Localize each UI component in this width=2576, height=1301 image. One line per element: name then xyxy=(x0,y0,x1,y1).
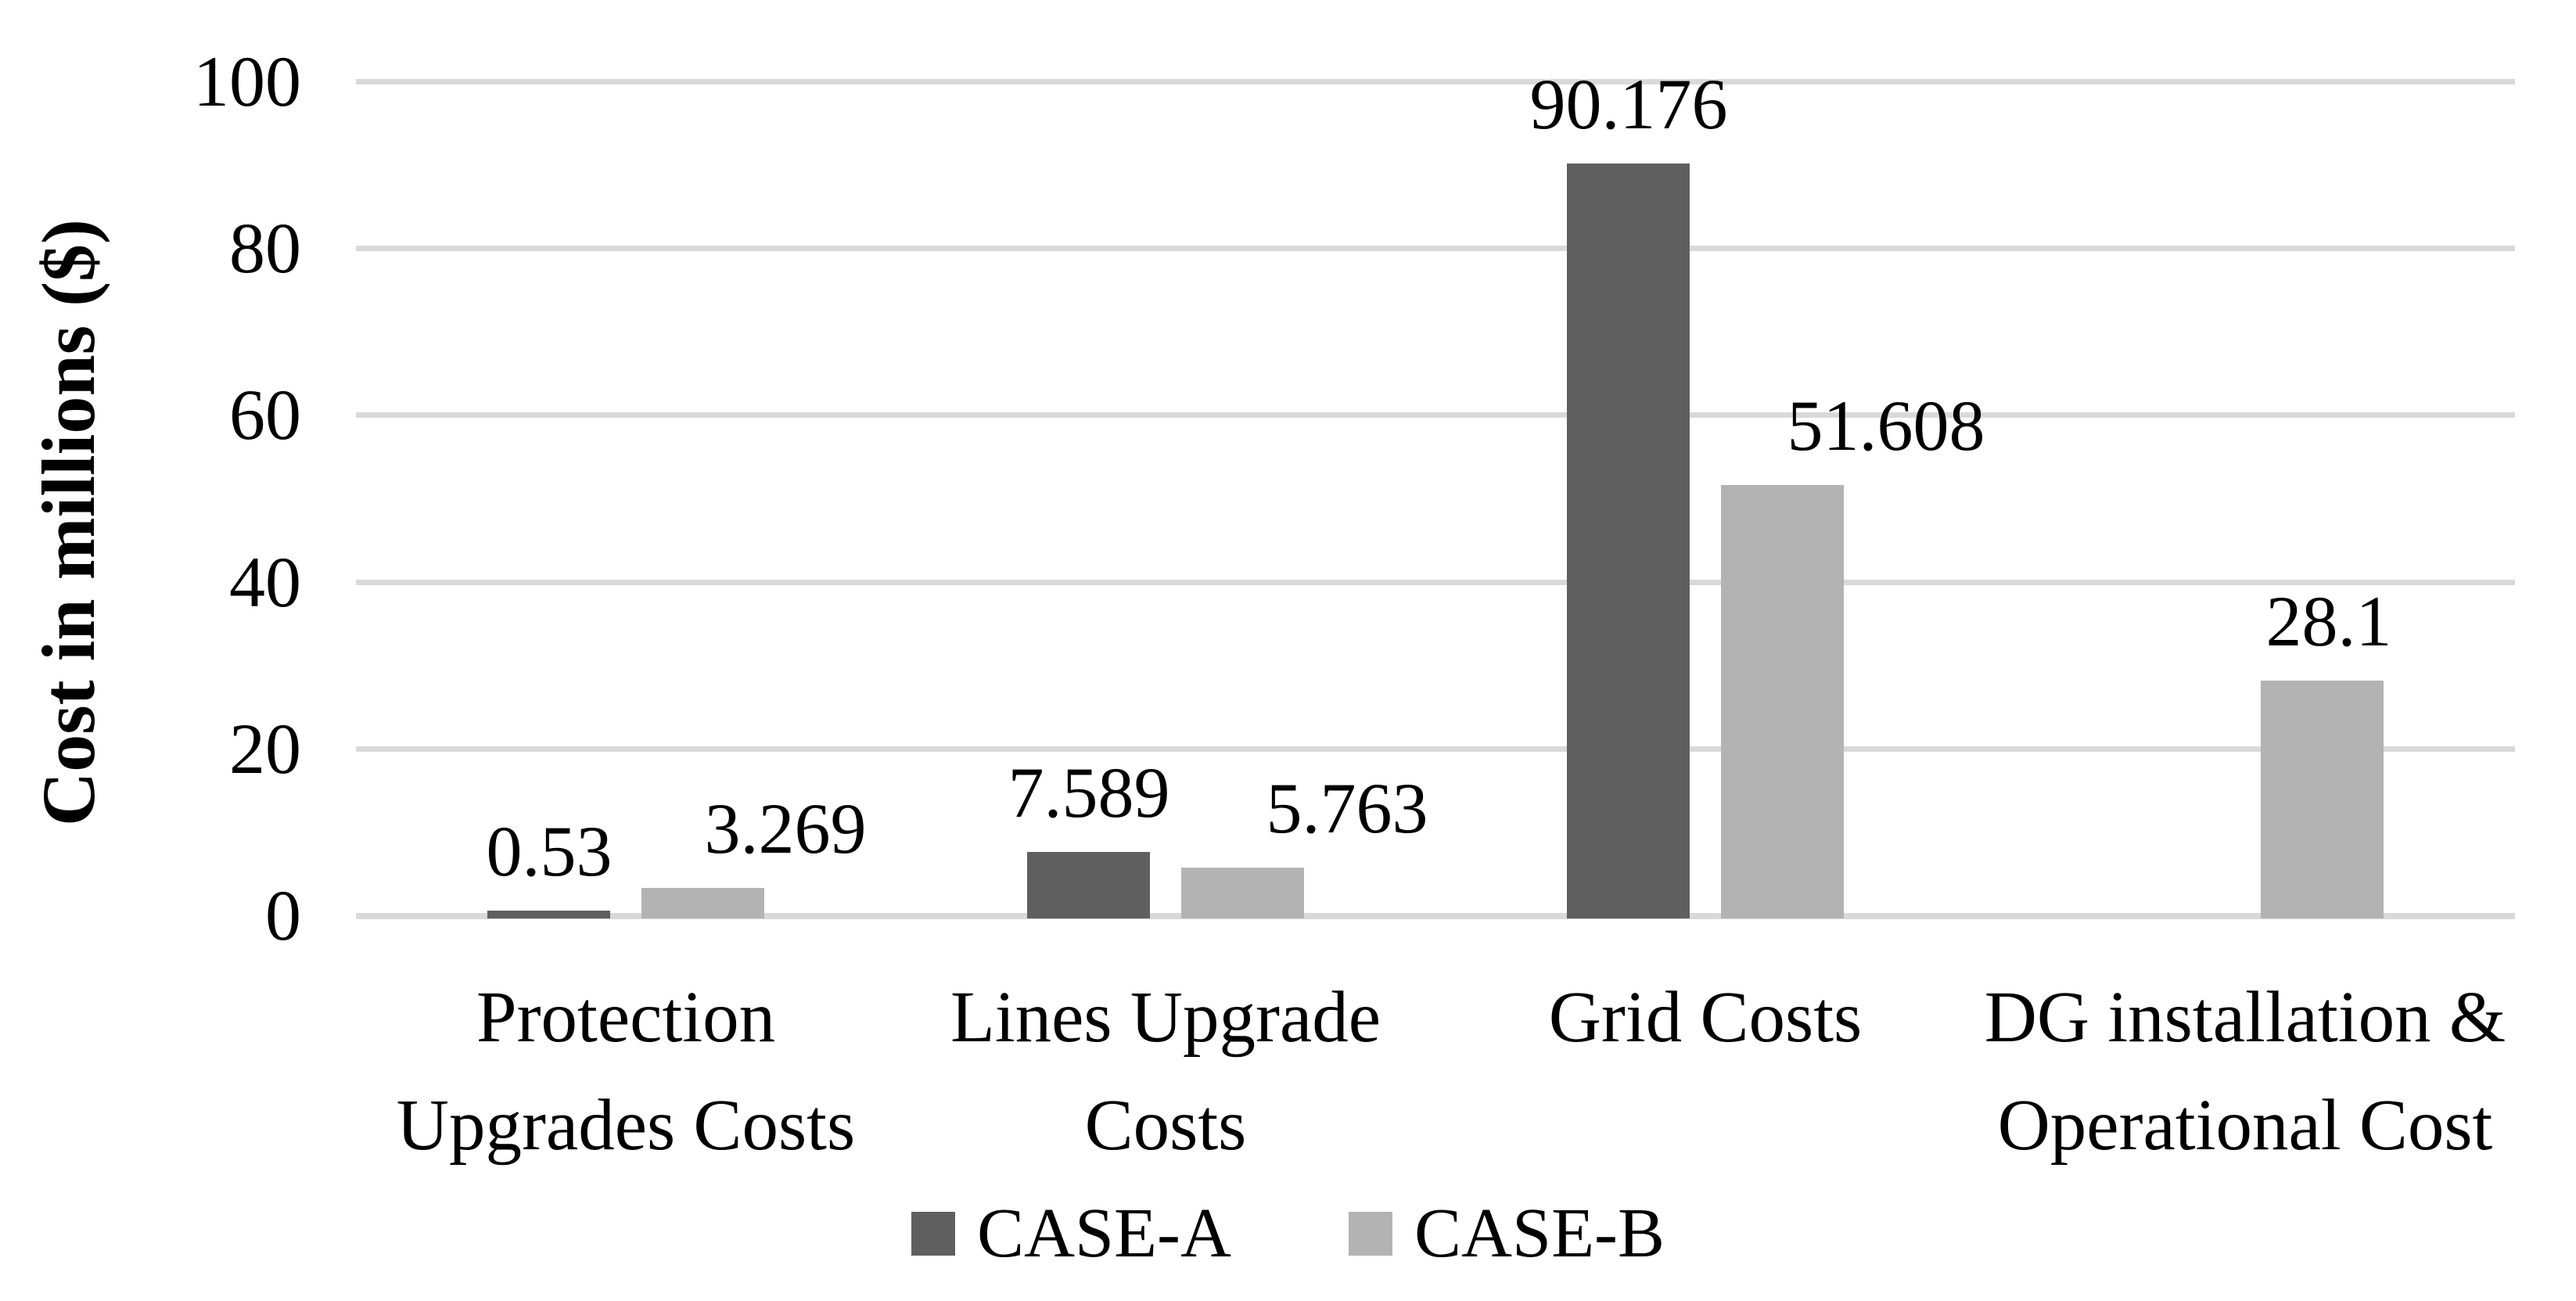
category-label-line: Operational Cost xyxy=(1997,1084,2493,1166)
legend-swatch-case-b xyxy=(1348,1212,1392,1256)
gridline-y-20 xyxy=(356,746,2515,752)
y-tick-label-40: 40 xyxy=(229,542,301,622)
data-label-case-a-protection-upgrades-costs: 0.53 xyxy=(486,811,613,891)
data-label-case-b-grid-costs: 51.608 xyxy=(1787,386,1985,465)
x-axis-line xyxy=(356,913,2515,919)
legend-item-case-b: CASE-B xyxy=(1348,1195,1665,1272)
data-label-case-b-dg-installation-operational-cost: 28.1 xyxy=(2265,581,2392,661)
y-tick-label-0: 0 xyxy=(265,875,301,955)
legend-label: CASE-B xyxy=(1414,1195,1665,1272)
legend-swatch-case-a xyxy=(911,1212,955,1256)
category-label-lines-upgrade-costs: Lines Upgrade Costs xyxy=(849,964,1482,1179)
category-label-line: Lines Upgrade xyxy=(950,977,1381,1058)
legend-label: CASE-A xyxy=(976,1195,1231,1272)
data-label-case-a-grid-costs: 90.176 xyxy=(1529,64,1728,144)
category-label-line: Upgrades Costs xyxy=(396,1084,856,1166)
bar-case-a-protection-upgrades-costs xyxy=(487,911,610,918)
bar-case-b-lines-upgrade-costs xyxy=(1181,868,1304,918)
data-label-case-a-lines-upgrade-costs: 7.589 xyxy=(1008,753,1170,832)
gridline-y-100 xyxy=(356,79,2515,84)
y-tick-label-100: 100 xyxy=(193,41,301,121)
category-label-dg-installation-operational-cost: DG installation & Operational Cost xyxy=(1928,964,2562,1179)
category-label-line: Costs xyxy=(1084,1084,1247,1166)
category-label-line: Grid Costs xyxy=(1548,977,1863,1058)
bar-case-b-dg-installation-operational-cost xyxy=(2261,681,2384,918)
y-tick-label-20: 20 xyxy=(229,709,301,789)
bar-case-a-grid-costs xyxy=(1567,164,1690,918)
category-label-line: DG installation & xyxy=(1984,977,2506,1058)
bar-case-b-grid-costs xyxy=(1721,485,1844,918)
category-label-line: Protection xyxy=(476,977,776,1058)
legend: CASE-A CASE-B xyxy=(0,1191,2576,1277)
bar-case-b-protection-upgrades-costs xyxy=(641,888,764,918)
gridline-y-60 xyxy=(356,412,2515,418)
category-label-grid-costs: Grid Costs xyxy=(1389,964,2022,1072)
data-label-case-b-protection-upgrades-costs: 3.269 xyxy=(704,789,867,868)
y-tick-label-60: 60 xyxy=(229,375,301,455)
y-tick-label-80: 80 xyxy=(229,208,301,288)
gridline-y-80 xyxy=(356,246,2515,251)
bar-case-a-lines-upgrade-costs xyxy=(1027,852,1150,918)
legend-item-case-a: CASE-A xyxy=(911,1199,1231,1269)
gridline-y-40 xyxy=(356,580,2515,585)
category-label-protection-upgrades-costs: Protection Upgrades Costs xyxy=(309,964,943,1179)
data-label-case-b-lines-upgrade-costs: 5.763 xyxy=(1266,768,1428,848)
